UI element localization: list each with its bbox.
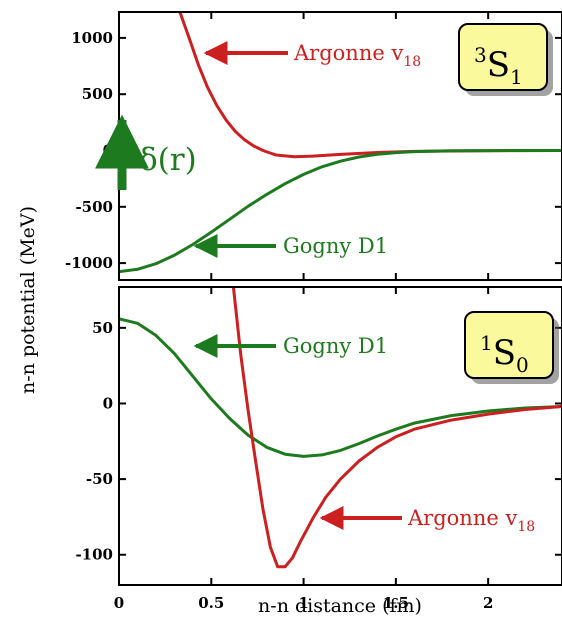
bottom-plot-frame xyxy=(118,286,562,586)
argonne-label-text: Argonne v xyxy=(407,506,517,530)
state-letter: S xyxy=(493,333,516,373)
x-ticks: 0 0.5 1 1.5 2 xyxy=(114,594,494,612)
argonne-label: Argonne v18 xyxy=(293,41,421,70)
y-tick-label: -50 xyxy=(86,470,113,488)
x-tick-label: 0.5 xyxy=(198,594,224,612)
y-tick-label: 0 xyxy=(103,142,113,160)
bottom-series xyxy=(119,287,562,569)
argonne-label-sub: 18 xyxy=(517,519,535,535)
gogny-label: Gogny D1 xyxy=(283,234,388,258)
top-series xyxy=(119,12,562,274)
series-line-gogny-d1 xyxy=(119,317,562,458)
x-tick-label: 1 xyxy=(298,594,308,612)
state-label: 1S0 xyxy=(480,331,529,377)
state-sub: 0 xyxy=(516,353,529,377)
y-tick-label: 500 xyxy=(82,85,113,103)
state-label: 3S1 xyxy=(474,43,523,89)
state-letter: S xyxy=(487,45,510,85)
state-sup: 3 xyxy=(474,43,487,67)
y-tick-label: 1000 xyxy=(71,29,113,47)
state-badge-1s0: 1S0 xyxy=(464,311,559,384)
x-tick-label: 2 xyxy=(483,594,493,612)
x-tick-label: 1.5 xyxy=(383,594,409,612)
panel-3s1: 1000 500 0 -500 -1000 3S1 Argonne v18 Gogny … xyxy=(65,11,562,281)
x-tick-label: 0 xyxy=(114,594,124,612)
delta-label: δ(r) xyxy=(139,142,197,178)
argonne-label: Argonne v18 xyxy=(407,506,535,535)
y-tick-label: 50 xyxy=(92,319,113,337)
series-line-argonne-v18 xyxy=(231,287,562,569)
y-tick-label: -100 xyxy=(75,546,113,564)
bottom-y-ticks: 50 0 -50 -100 xyxy=(75,287,562,585)
y-tick-label: -1000 xyxy=(65,254,113,272)
argonne-label-sub: 18 xyxy=(403,54,421,70)
state-sup: 1 xyxy=(480,331,493,355)
y-axis-label: n-n potential (MeV) xyxy=(17,206,39,394)
state-badge-3s1: 3S1 xyxy=(458,23,553,96)
series-line-gogny-d1 xyxy=(119,149,562,274)
state-sub: 1 xyxy=(510,65,523,89)
badge-box xyxy=(464,311,554,379)
panel-1s0: 500-50-100 0 0.5 1 1.5 2 1S0 Gogny D1 Argonn… xyxy=(75,286,562,612)
gogny-label: Gogny D1 xyxy=(283,334,388,358)
y-tick-label: -500 xyxy=(75,198,113,216)
argonne-label-text: Argonne v xyxy=(293,41,403,65)
x-axis-label: n-n distance (fm) xyxy=(258,595,422,617)
badge-box xyxy=(458,23,548,91)
y-tick-label: 0 xyxy=(103,394,113,412)
